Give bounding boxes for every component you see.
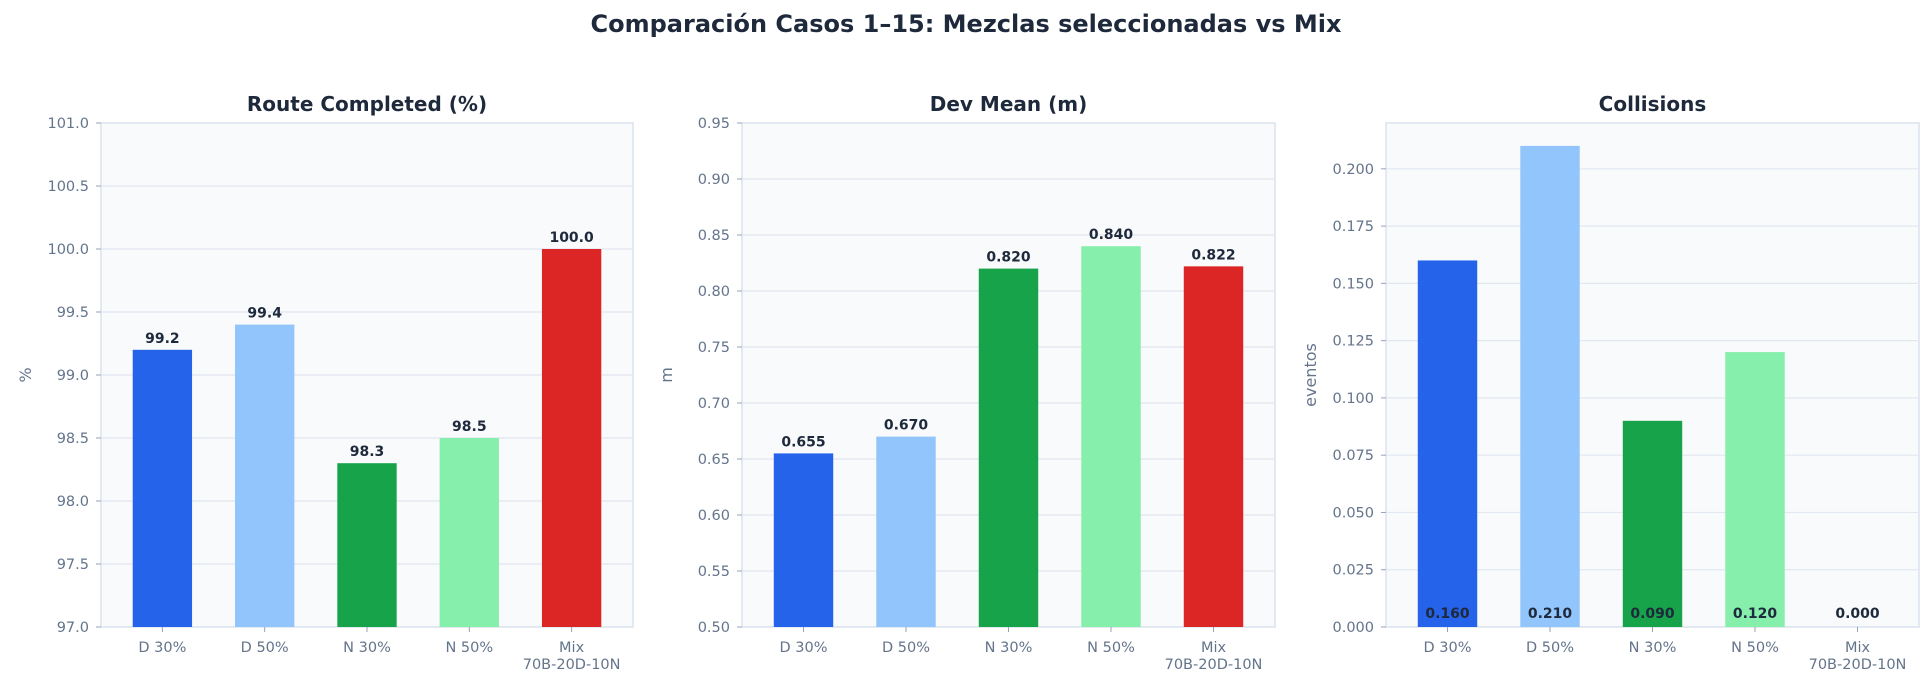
bar: [235, 324, 295, 627]
bar: [1520, 145, 1580, 627]
y-tick-label: 0.90: [698, 172, 730, 188]
y-tick-label: 0.100: [1332, 391, 1374, 407]
bar-value-label: 0.820: [986, 250, 1031, 266]
y-axis-label: eventos: [1301, 343, 1320, 407]
x-tick-label: N 30%: [1629, 640, 1677, 656]
y-tick-label: 0.200: [1332, 162, 1374, 178]
x-tick-label: Mix 70B-20D-10N: [1809, 640, 1907, 673]
y-tick-label: 0.075: [1332, 448, 1374, 464]
chart-panel-1: 97.0 97.5 98.0 98.5 99.0 99.5 100.0 100.5 101.0 R…: [16, 92, 634, 673]
y-tick-label: 0.85: [698, 228, 730, 244]
figure-title: Comparación Casos 1–15: Mezclas seleccio…: [590, 10, 1342, 38]
x-tick-label: D 50%: [1526, 640, 1574, 656]
bar-value-label: 0.210: [1528, 606, 1573, 622]
x-tick-label: N 50%: [1731, 640, 1779, 656]
bar: [1725, 352, 1785, 627]
bar-value-label: 99.2: [145, 331, 180, 347]
y-tick-label: 0.150: [1332, 276, 1374, 292]
x-tick-label: Mix 70B-20D-10N: [1165, 640, 1263, 673]
y-tick-label: 97.5: [57, 557, 89, 573]
y-tick-label: 0.95: [698, 116, 730, 132]
y-tick-label: 0.65: [698, 452, 730, 468]
bar: [978, 268, 1039, 627]
y-tick-label: 0.70: [698, 396, 730, 412]
bar: [876, 436, 936, 627]
y-tick-label: 0.50: [698, 620, 730, 636]
x-tick-label: N 50%: [445, 640, 493, 656]
y-tick-label: 99.5: [57, 305, 89, 321]
y-tick-label: 99.0: [57, 368, 89, 384]
bar-value-label: 0.120: [1733, 606, 1778, 622]
bar-value-label: 0.822: [1191, 247, 1235, 263]
bar: [1417, 260, 1478, 627]
y-axis-label: m: [657, 367, 676, 383]
chart-panel-3: 0.000 0.025 0.050 0.075 0.100 0.125 0.150 0.175…: [1301, 92, 1920, 673]
y-tick-label: 0.025: [1332, 563, 1374, 579]
x-tick-label: N 50%: [1087, 640, 1135, 656]
chart-panel-2: 0.50 0.55 0.60 0.65 0.70 0.75 0.80 0.85 0.90 0.95…: [657, 92, 1276, 673]
bar-value-label: 0.670: [884, 418, 929, 434]
x-tick-label: D 50%: [241, 640, 289, 656]
bar: [132, 349, 193, 627]
bar-value-label: 0.090: [1630, 606, 1675, 622]
y-tick-label: 101.0: [47, 116, 89, 132]
bar-value-label: 0.160: [1425, 606, 1470, 622]
y-tick-label: 0.050: [1332, 505, 1374, 521]
bar-value-label: 98.3: [350, 444, 385, 460]
y-axis-label: %: [16, 367, 35, 382]
panel-title: Collisions: [1599, 92, 1707, 116]
bar: [1081, 246, 1141, 627]
y-tick-label: 97.0: [57, 620, 89, 636]
x-tick-label: Mix 70B-20D-10N: [523, 640, 621, 673]
bar: [1622, 420, 1683, 627]
y-tick-label: 0.80: [698, 284, 730, 300]
panel-title: Dev Mean (m): [930, 92, 1087, 116]
x-tick-label: N 30%: [343, 640, 391, 656]
y-tick-label: 0.60: [698, 508, 730, 524]
bar-value-label: 100.0: [549, 230, 594, 246]
bar: [439, 438, 499, 627]
y-tick-label: 98.5: [57, 431, 89, 447]
x-tick-label: D 30%: [138, 640, 186, 656]
x-tick-label: D 50%: [882, 640, 930, 656]
bar-value-label: 0.840: [1089, 227, 1134, 243]
x-tick-label: D 30%: [1423, 640, 1471, 656]
y-tick-label: 0.125: [1332, 334, 1374, 350]
y-tick-label: 0.000: [1332, 620, 1374, 636]
x-tick-label: N 30%: [985, 640, 1033, 656]
bar-value-label: 0.655: [781, 434, 825, 450]
bar: [541, 249, 602, 627]
y-tick-label: 0.55: [698, 564, 730, 580]
bar: [1183, 266, 1244, 627]
y-tick-label: 100.5: [47, 179, 89, 195]
y-tick-label: 0.75: [698, 340, 730, 356]
x-tick-label: D 30%: [779, 640, 827, 656]
bar-value-label: 99.4: [247, 306, 282, 322]
bar-value-label: 0.000: [1835, 606, 1880, 622]
panel-title: Route Completed (%): [247, 92, 487, 116]
y-tick-label: 98.0: [57, 494, 89, 510]
bar: [773, 453, 834, 627]
y-tick-label: 100.0: [47, 242, 89, 258]
bar-value-label: 98.5: [452, 419, 487, 435]
y-tick-label: 0.175: [1332, 219, 1374, 235]
bar: [337, 463, 397, 627]
